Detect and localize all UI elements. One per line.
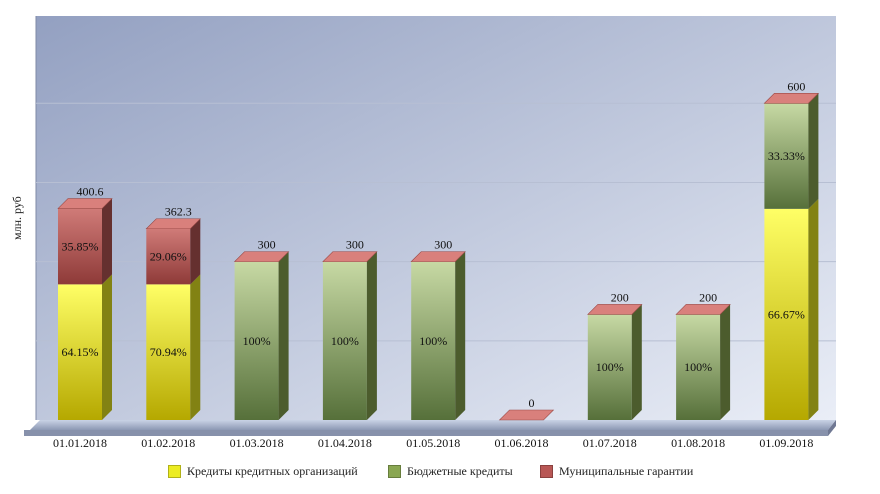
legend: Кредиты кредитных организаций Бюджетные … (0, 462, 880, 484)
bar-segment-side (190, 218, 201, 285)
legend-swatch (540, 465, 553, 478)
segment-percent-label: 70.94% (150, 345, 187, 359)
x-tick-label: 01.03.2018 (230, 436, 284, 450)
x-tick-label: 01.07.2018 (583, 436, 637, 450)
plot-floor-side (828, 420, 836, 436)
bar-top-cap (57, 198, 113, 209)
segment-percent-label: 100% (596, 360, 624, 374)
bar-segment-side (808, 198, 819, 420)
bar-segment (764, 208, 809, 420)
bar-top-cap (233, 251, 290, 262)
bar-segment (676, 314, 721, 420)
bar-top-cap (498, 409, 555, 421)
segment-percent-label: 33.33% (768, 149, 805, 163)
bar-top-cap (145, 218, 202, 230)
x-tick-label: 01.09.2018 (759, 436, 813, 450)
legend-swatch (388, 465, 401, 478)
bar-segment (764, 103, 809, 209)
x-tick-label: 01.02.2018 (141, 436, 195, 450)
bar-total-label: 0 (529, 396, 535, 410)
labels: 64.15% 35.85% 400.6 01.01.2018 70.94% 29.06% 3… (53, 79, 813, 450)
bar-segment (411, 261, 456, 420)
segment-percent-label: 64.15% (62, 345, 99, 359)
bar-segment (146, 284, 191, 420)
x-tick-label: 01.04.2018 (318, 436, 372, 450)
bar-segment-side (720, 304, 731, 420)
legend-label: Муниципальные гарантии (559, 464, 694, 478)
bar-top-cap (675, 304, 731, 315)
legend-label: Бюджетные кредиты (407, 464, 513, 478)
bar-top-cap (587, 304, 643, 315)
bar-segment-side (102, 274, 112, 420)
bar-total-label: 400.6 (77, 185, 104, 199)
bar-segment (146, 228, 191, 285)
segment-percent-label: 100% (684, 360, 712, 374)
bar-top-cap (763, 92, 820, 104)
legend-label: Кредиты кредитных организаций (187, 464, 358, 478)
legend-item-budget-credits: Бюджетные кредиты (388, 464, 513, 479)
bar-segment-side (278, 251, 289, 420)
segment-percent-label: 100% (243, 334, 271, 348)
segment-percent-label: 100% (331, 334, 359, 348)
segment-percent-label: 100% (419, 334, 447, 348)
bar-segment (58, 208, 102, 285)
x-tick-label: 01.01.2018 (53, 436, 107, 450)
bar-total-label: 300 (258, 238, 276, 252)
plot-floor-front (24, 430, 828, 436)
bar-top-cap (410, 251, 466, 262)
bar-top-cap (322, 251, 378, 262)
bar-segment (234, 261, 279, 420)
x-tick-label: 01.05.2018 (406, 436, 460, 450)
bar-segment-side (455, 251, 466, 420)
bar-segment-side (808, 93, 819, 209)
bar-segment (58, 284, 102, 420)
bar-segment-side (190, 274, 201, 420)
bar-total-label: 200 (611, 290, 629, 304)
bar-total-label: 600 (787, 79, 805, 93)
segment-percent-label: 29.06% (150, 250, 187, 264)
x-tick-label: 01.06.2018 (495, 436, 549, 450)
x-tick-label: 01.08.2018 (671, 436, 725, 450)
legend-item-credit-orgs: Кредиты кредитных организаций (168, 464, 358, 479)
plot-floor-top (30, 420, 836, 430)
bar-total-label: 200 (699, 290, 717, 304)
bar-segment-side (366, 251, 377, 420)
y-axis-label: млн. руб (10, 196, 24, 240)
bar-segment-side (631, 304, 642, 420)
legend-item-municipal-guarantees: Муниципальные гарантии (540, 464, 693, 479)
bar-total-label: 300 (346, 238, 364, 252)
segment-percent-label: 35.85% (62, 239, 99, 253)
legend-swatch (168, 465, 181, 478)
bar-segment (587, 314, 632, 420)
bar-segment-side (102, 198, 112, 285)
segment-percent-label: 66.67% (768, 307, 805, 321)
bar-segment (322, 261, 367, 420)
bar-total-label: 362.3 (165, 205, 192, 219)
bar-total-label: 300 (434, 238, 452, 252)
bars (57, 92, 820, 421)
